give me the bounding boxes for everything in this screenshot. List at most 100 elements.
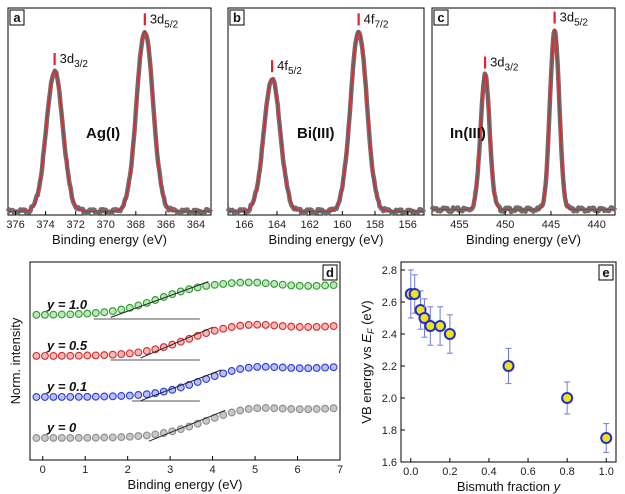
y-axis-label: Norm. intensity [8,317,23,404]
x-tick-label: 7 [337,464,343,476]
data-point [270,363,279,372]
x-tick-label: 455 [450,219,468,231]
peak-label-main: 4f [364,11,375,26]
x-axis-label: Binding energy (eV) [128,477,243,492]
data-point [561,392,574,404]
data-point [278,404,287,413]
data-point [321,363,330,372]
data-point [424,320,437,332]
data-point [261,404,270,412]
x-tick-label: 1.0 [599,466,614,478]
data-point [270,279,279,288]
data-point-group [502,347,515,385]
x-tick-label: 158 [366,219,384,231]
peak-label: 4f7/2 [364,11,389,30]
data-point [600,432,613,444]
onset-tangent-line [140,369,222,402]
x-tick-label: 4 [210,464,216,476]
data-point [125,391,134,400]
data-point [236,365,245,373]
onset-tangent-line [110,281,209,318]
data-point [312,281,321,290]
data-point [443,328,456,340]
x-tick-label: 156 [398,219,416,231]
y-axis-label-sub: F [366,328,376,334]
x-tick-label: 445 [542,219,560,231]
measured-spectrum [5,29,213,216]
data-point [108,433,117,442]
data-point [210,326,219,335]
series-label-value: = 1.0 [58,297,88,312]
data-point-group [561,381,574,415]
data-point [295,364,304,373]
data-point [502,360,515,372]
x-tick-label: 5 [252,464,258,476]
data-point [304,364,313,373]
data-point-group [418,298,431,338]
data-point [151,430,160,439]
data-point [134,432,143,441]
y-axis-label: VB energy vs EF (eV) [359,300,376,423]
series-label: y = 0.1 [46,379,87,394]
data-point [329,363,338,372]
data-point [321,322,330,331]
series-0: y = 0 [32,404,338,442]
data-point-group [434,306,447,346]
x-axis-label-var: y [553,479,562,494]
data-point [142,390,151,399]
x-tick-label: 160 [333,219,351,231]
data-point [321,404,330,413]
x-axis-label: Binding energy (eV) [52,232,167,247]
series-label-var: y [46,379,55,394]
peak-label-sub: 3/2 [74,59,88,70]
data-point [83,392,92,401]
data-point [108,307,117,316]
data-point [83,351,92,360]
x-axis-label: Binding energy (eV) [269,232,384,247]
peak-label: 3d3/2 [490,55,519,74]
data-point [108,392,117,401]
data-point [329,281,338,290]
data-point [253,278,262,287]
peak-label-sub: 5/2 [164,19,178,30]
data-point [40,351,49,360]
series-3: y = 1.0 [32,278,338,320]
data-point [312,322,321,331]
data-point [253,404,262,413]
y-tick-label: 2.4 [382,329,397,341]
data-point [278,280,287,289]
data-point [32,434,41,442]
data-point [270,404,279,413]
x-axis-label: Bismuth fraction y [457,479,562,494]
data-point [40,310,49,319]
y-axis-label-var: E [359,334,374,343]
peak-label-main: 4f [277,58,288,73]
data-point-group [600,423,613,453]
data-point [418,312,431,324]
data-point [244,363,253,372]
data-point [253,320,262,329]
x-tick-label: 0.0 [403,466,418,478]
data-point [100,433,109,442]
data-point [287,322,296,331]
series-label: y = 0.5 [46,338,88,353]
data-point [100,308,109,317]
data-point [295,323,304,331]
panel-label-box [9,9,25,26]
data-point [91,392,100,401]
panel-label-box [598,264,614,281]
x-tick-label: 3 [167,464,173,476]
peak-label-main: 3d [490,55,504,70]
peak-label-sub: 5/2 [288,66,302,77]
data-point [117,305,126,314]
x-tick-label: 0.8 [559,466,574,478]
data-point [66,433,75,442]
data-point [91,433,100,442]
peak-label-main: 3d [560,10,574,25]
panel-label-box [322,264,338,281]
data-point [74,433,83,442]
x-tick-label: 372 [66,219,84,231]
x-tick-label: 370 [97,219,115,231]
